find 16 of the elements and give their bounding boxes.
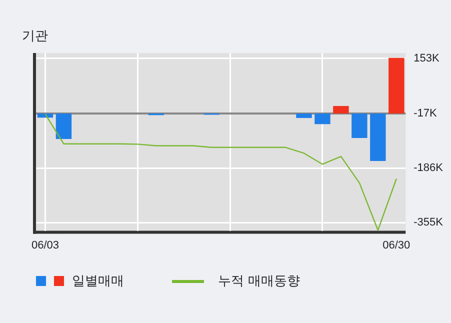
chart-title: 기관 (22, 28, 48, 45)
bar (333, 106, 349, 114)
bar (314, 113, 330, 124)
bar (296, 113, 312, 118)
y-tick-label: -17K (414, 107, 438, 120)
bar (370, 113, 386, 161)
bar (352, 113, 368, 138)
bar (56, 113, 72, 139)
bar (388, 58, 404, 114)
legend-label: 일별매매 (72, 273, 124, 290)
legend-label: 누적 매매동향 (218, 273, 300, 290)
y-tick-label: -186K (414, 162, 444, 174)
y-tick-label: 153K (414, 52, 440, 65)
x-tick-label: 06/03 (31, 239, 60, 252)
y-tick-label: -355K (414, 216, 444, 229)
x-tick-label: 06/30 (382, 239, 410, 252)
